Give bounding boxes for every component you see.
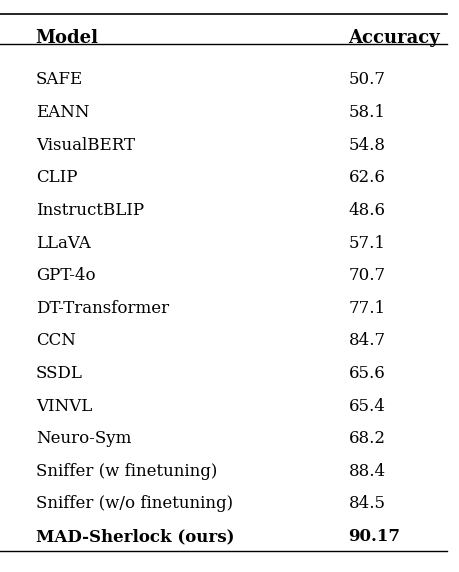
- Text: LLaVA: LLaVA: [36, 235, 90, 252]
- Text: InstructBLIP: InstructBLIP: [36, 202, 144, 219]
- Text: 84.5: 84.5: [347, 495, 385, 513]
- Text: 65.6: 65.6: [347, 365, 384, 382]
- Text: SAFE: SAFE: [36, 72, 83, 89]
- Text: VINVL: VINVL: [36, 398, 92, 415]
- Text: CLIP: CLIP: [36, 169, 77, 186]
- Text: SSDL: SSDL: [36, 365, 83, 382]
- Text: Sniffer (w/o finetuning): Sniffer (w/o finetuning): [36, 495, 232, 513]
- Text: 84.7: 84.7: [347, 332, 385, 349]
- Text: 90.17: 90.17: [347, 528, 399, 545]
- Text: GPT-4o: GPT-4o: [36, 267, 95, 284]
- Text: 68.2: 68.2: [347, 430, 385, 447]
- Text: 70.7: 70.7: [347, 267, 385, 284]
- Text: 48.6: 48.6: [347, 202, 385, 219]
- Text: VisualBERT: VisualBERT: [36, 137, 134, 154]
- Text: Neuro-Sym: Neuro-Sym: [36, 430, 131, 447]
- Text: Sniffer (w finetuning): Sniffer (w finetuning): [36, 463, 217, 480]
- Text: 62.6: 62.6: [347, 169, 385, 186]
- Text: 50.7: 50.7: [347, 72, 385, 89]
- Text: 57.1: 57.1: [347, 235, 385, 252]
- Text: 58.1: 58.1: [347, 104, 385, 121]
- Text: Accuracy: Accuracy: [347, 29, 439, 46]
- Text: 54.8: 54.8: [347, 137, 385, 154]
- Text: MAD-Sherlock (ours): MAD-Sherlock (ours): [36, 528, 234, 545]
- Text: CCN: CCN: [36, 332, 75, 349]
- Text: Model: Model: [36, 29, 99, 46]
- Text: 65.4: 65.4: [347, 398, 385, 415]
- Text: DT-Transformer: DT-Transformer: [36, 300, 168, 317]
- Text: EANN: EANN: [36, 104, 89, 121]
- Text: 77.1: 77.1: [347, 300, 385, 317]
- Text: 88.4: 88.4: [347, 463, 385, 480]
